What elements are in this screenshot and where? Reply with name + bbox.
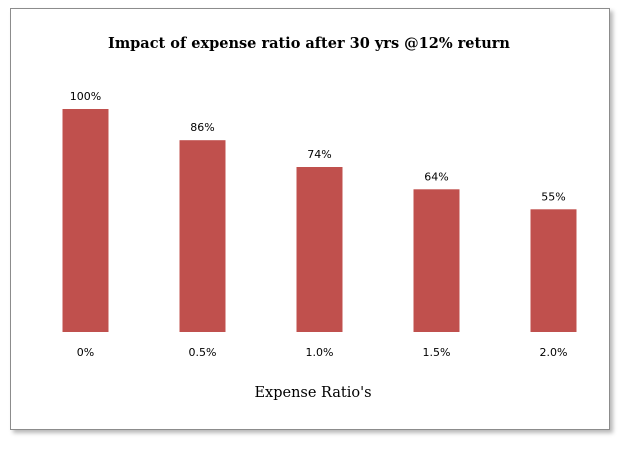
x-tick-label-3: 1.5% [423,346,451,359]
data-label-4: 55% [541,190,565,203]
data-label-1: 86% [190,121,214,134]
bar-0 [62,109,109,332]
chart-frame: Impact of expense ratio after 30 yrs @12… [10,8,610,430]
bars-group: 100% 0% 86% 0.5% 74% 1.0% 64% 1.5% 55% 2.0% [62,90,577,359]
data-label-0: 100% [70,90,101,103]
chart-title: Impact of expense ratio after 30 yrs @12… [108,35,510,52]
x-axis-label: Expense Ratio's [254,385,371,401]
x-tick-label-4: 2.0% [540,346,568,359]
bar-3 [413,189,460,332]
x-tick-label-0: 0% [77,346,94,359]
bar-chart: Impact of expense ratio after 30 yrs @12… [62,35,577,401]
data-label-3: 64% [424,170,448,183]
x-tick-label-2: 1.0% [306,346,334,359]
x-tick-label-1: 0.5% [189,346,217,359]
bar-1 [179,140,226,332]
bar-4 [530,209,577,332]
data-label-2: 74% [307,148,331,161]
bar-2 [296,167,343,332]
